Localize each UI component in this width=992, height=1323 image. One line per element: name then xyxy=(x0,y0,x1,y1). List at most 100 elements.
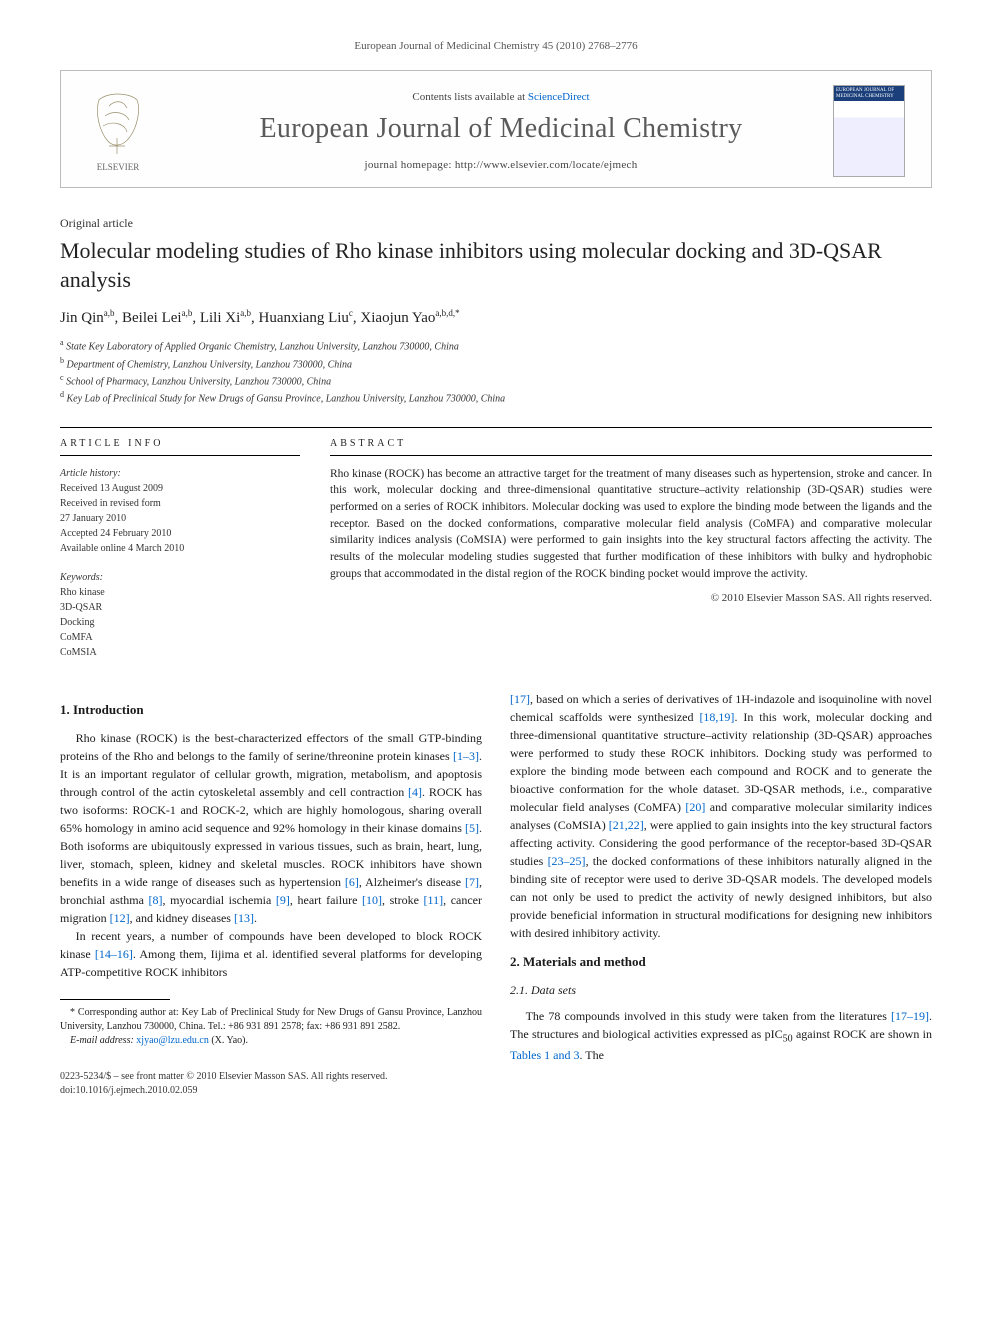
cover-thumb-title: EUROPEAN JOURNAL OF MEDICINAL CHEMISTRY xyxy=(834,86,904,101)
para-text: . The xyxy=(579,1048,603,1062)
body-paragraph: [17], based on which a series of derivat… xyxy=(510,690,932,942)
ref-link[interactable]: [1–3] xyxy=(453,749,479,763)
table-link[interactable]: Tables 1 and 3 xyxy=(510,1048,579,1062)
ref-link[interactable]: [20] xyxy=(685,800,705,814)
revised-line2: 27 January 2010 xyxy=(60,511,300,526)
email-link[interactable]: xjyao@lzu.edu.cn xyxy=(136,1035,209,1046)
ref-link[interactable]: [6] xyxy=(345,875,359,889)
abstract-copyright: © 2010 Elsevier Masson SAS. All rights r… xyxy=(330,592,932,604)
aff-key: c xyxy=(60,373,64,382)
para-text: , stroke xyxy=(382,893,424,907)
keywords-label: Keywords: xyxy=(60,570,300,585)
publisher-logo-label: ELSEVIER xyxy=(97,162,140,172)
para-text: . In this work, molecular docking and th… xyxy=(510,710,932,814)
paper-title: Molecular modeling studies of Rho kinase… xyxy=(60,237,932,294)
aff-key: d xyxy=(60,390,64,399)
para-text: , heart failure xyxy=(290,893,362,907)
affiliation: b Department of Chemistry, Lanzhou Unive… xyxy=(60,355,932,372)
aff-text: School of Pharmacy, Lanzhou University, … xyxy=(66,376,331,387)
author-aff: a,b xyxy=(240,308,251,318)
masthead-center: Contents lists available at ScienceDirec… xyxy=(187,91,815,171)
aff-text: State Key Laboratory of Applied Organic … xyxy=(66,342,459,353)
author: Lili Xi xyxy=(200,310,240,326)
received-date: Received 13 August 2009 xyxy=(60,481,300,496)
aff-key: a xyxy=(60,338,64,347)
para-text: The 78 compounds involved in this study … xyxy=(526,1009,891,1023)
contents-line: Contents lists available at ScienceDirec… xyxy=(187,91,815,103)
section-heading: 1. Introduction xyxy=(60,700,482,720)
journal-name: European Journal of Medicinal Chemistry xyxy=(187,113,815,145)
author-aff: a,b xyxy=(104,308,115,318)
author: Jin Qin xyxy=(60,310,104,326)
history-label: Article history: xyxy=(60,466,300,481)
journal-masthead: ELSEVIER Contents lists available at Sci… xyxy=(60,70,932,188)
article-type: Original article xyxy=(60,216,932,231)
ref-link[interactable]: [17] xyxy=(510,692,530,706)
abstract-heading: ABSTRACT xyxy=(330,438,932,456)
abstract-text: Rho kinase (ROCK) has become an attracti… xyxy=(330,466,932,583)
front-matter-line: 0223-5234/$ – see front matter © 2010 El… xyxy=(60,1070,482,1084)
para-text: , myocardial ischemia xyxy=(163,893,276,907)
author-list: Jin Qina,b, Beilei Leia,b, Lili Xia,b, H… xyxy=(60,308,932,327)
ref-link[interactable]: [10] xyxy=(362,893,382,907)
body-paragraph: In recent years, a number of compounds h… xyxy=(60,927,482,981)
homepage-line: journal homepage: http://www.elsevier.co… xyxy=(187,159,815,171)
sciencedirect-link[interactable]: ScienceDirect xyxy=(528,91,590,103)
footnotes: * Corresponding author at: Key Lab of Pr… xyxy=(60,1006,482,1048)
ref-link[interactable]: [23–25] xyxy=(548,854,586,868)
para-text: , and kidney diseases xyxy=(130,911,234,925)
author: Xiaojun Yao xyxy=(360,310,435,326)
affiliation-list: a State Key Laboratory of Applied Organi… xyxy=(60,337,932,406)
aff-text: Key Lab of Preclinical Study for New Dru… xyxy=(67,394,506,405)
author: Beilei Lei xyxy=(122,310,182,326)
ref-link[interactable]: [4] xyxy=(408,785,422,799)
left-column-footer: * Corresponding author at: Key Lab of Pr… xyxy=(60,999,482,1098)
ref-link[interactable]: [9] xyxy=(276,893,290,907)
ref-link[interactable]: [13] xyxy=(234,911,254,925)
body-paragraph: Rho kinase (ROCK) is the best-characteri… xyxy=(60,729,482,927)
email-note: E-mail address: xjyao@lzu.edu.cn (X. Yao… xyxy=(60,1034,482,1048)
ref-link[interactable]: [12] xyxy=(110,911,130,925)
online-date: Available online 4 March 2010 xyxy=(60,541,300,556)
keyword: Rho kinase xyxy=(60,585,300,600)
author-aff: c xyxy=(349,308,353,318)
corresponding-note: * Corresponding author at: Key Lab of Pr… xyxy=(60,1006,482,1034)
body-columns: 1. Introduction Rho kinase (ROCK) is the… xyxy=(60,690,932,1099)
ref-link[interactable]: [5] xyxy=(465,821,479,835)
journal-cover-thumb: EUROPEAN JOURNAL OF MEDICINAL CHEMISTRY xyxy=(833,85,905,177)
email-label: E-mail address: xyxy=(70,1035,134,1046)
doi-line: doi:10.1016/j.ejmech.2010.02.059 xyxy=(60,1084,482,1098)
publisher-logo: ELSEVIER xyxy=(79,88,157,174)
article-info-heading: ARTICLE INFO xyxy=(60,438,300,456)
body-paragraph: The 78 compounds involved in this study … xyxy=(510,1007,932,1064)
author-aff: a,b,d,* xyxy=(435,308,459,318)
homepage-prefix: journal homepage: xyxy=(365,159,455,171)
ref-link[interactable]: [21,22] xyxy=(609,818,644,832)
ref-link[interactable]: [7] xyxy=(465,875,479,889)
ref-link[interactable]: [14–16] xyxy=(95,947,133,961)
ref-link[interactable]: [18,19] xyxy=(699,710,734,724)
keyword: CoMFA xyxy=(60,630,300,645)
subsection-heading: 2.1. Data sets xyxy=(510,981,932,999)
running-head: European Journal of Medicinal Chemistry … xyxy=(60,40,932,52)
section-heading: 2. Materials and method xyxy=(510,952,932,972)
ref-link[interactable]: [8] xyxy=(149,893,163,907)
abstract-col: ABSTRACT Rho kinase (ROCK) has become an… xyxy=(330,438,932,660)
aff-text: Department of Chemistry, Lanzhou Univers… xyxy=(67,359,353,370)
homepage-link[interactable]: http://www.elsevier.com/locate/ejmech xyxy=(455,159,638,171)
accepted-date: Accepted 24 February 2010 xyxy=(60,526,300,541)
keyword: Docking xyxy=(60,615,300,630)
revised-line1: Received in revised form xyxy=(60,496,300,511)
keyword: CoMSIA xyxy=(60,645,300,660)
para-text: , Alzheimer's disease xyxy=(359,875,465,889)
keyword: 3D-QSAR xyxy=(60,600,300,615)
article-info-col: ARTICLE INFO Article history: Received 1… xyxy=(60,438,300,660)
info-abstract-block: ARTICLE INFO Article history: Received 1… xyxy=(60,427,932,660)
contents-prefix: Contents lists available at xyxy=(412,91,527,103)
author-aff: a,b xyxy=(182,308,193,318)
para-text: . xyxy=(254,911,257,925)
para-text: Rho kinase (ROCK) is the best-characteri… xyxy=(60,731,482,763)
page-footer: 0223-5234/$ – see front matter © 2010 El… xyxy=(60,1070,482,1098)
ref-link[interactable]: [17–19] xyxy=(891,1009,929,1023)
ref-link[interactable]: [11] xyxy=(424,893,444,907)
